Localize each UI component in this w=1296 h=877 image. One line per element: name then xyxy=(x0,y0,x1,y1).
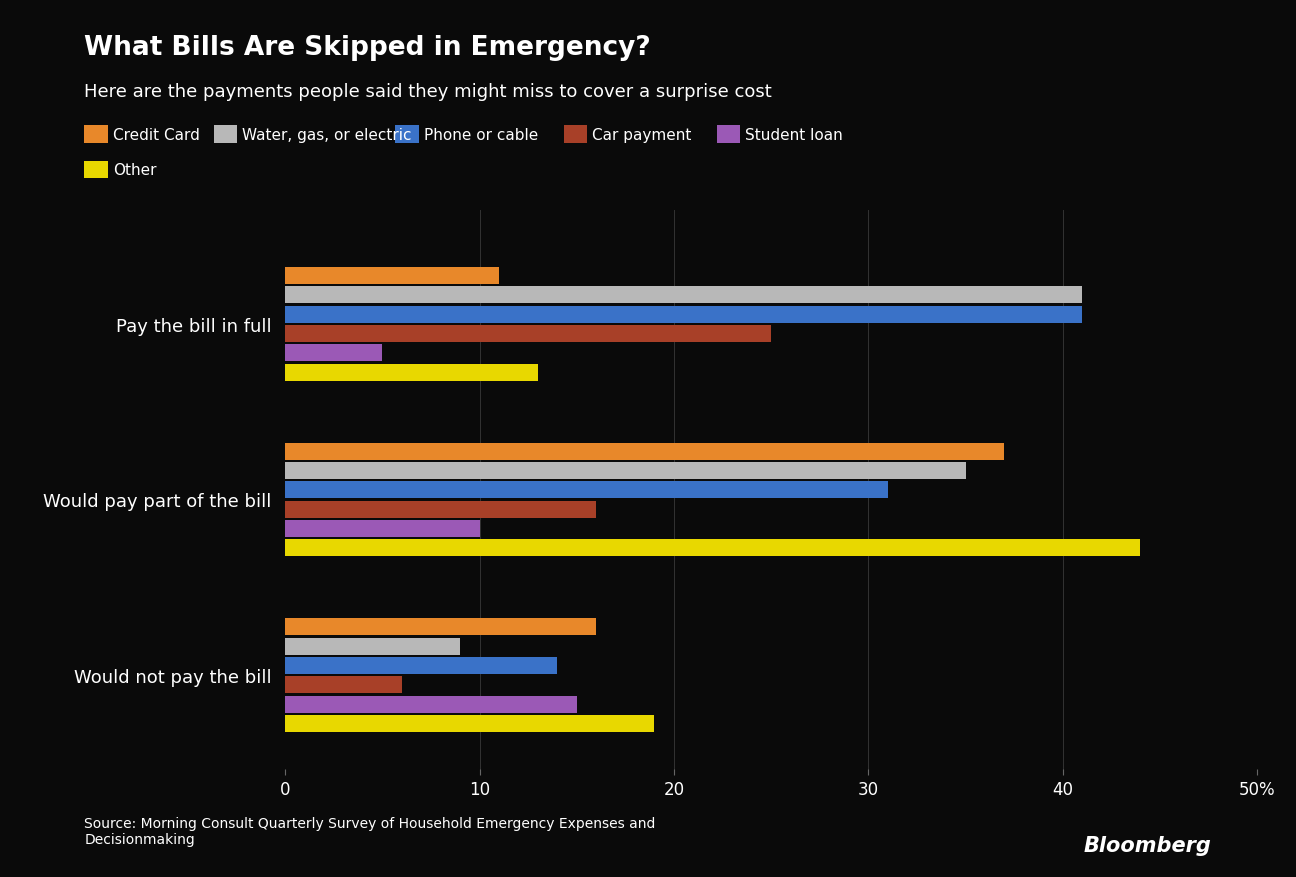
Text: Car payment: Car payment xyxy=(592,127,692,143)
Bar xyxy=(285,676,402,694)
Bar xyxy=(285,657,557,674)
Bar xyxy=(285,638,460,655)
Bar xyxy=(285,695,577,713)
Bar xyxy=(285,267,499,285)
Text: Student loan: Student loan xyxy=(745,127,842,143)
Text: Credit Card: Credit Card xyxy=(113,127,200,143)
Bar xyxy=(285,287,1082,304)
Bar xyxy=(285,462,966,480)
Bar xyxy=(285,443,1004,460)
Bar xyxy=(285,345,382,362)
Bar xyxy=(285,364,538,381)
Text: Source: Morning Consult Quarterly Survey of Household Emergency Expenses and
Dec: Source: Morning Consult Quarterly Survey… xyxy=(84,816,656,846)
Bar xyxy=(285,501,596,518)
Bar xyxy=(285,520,480,538)
Text: Water, gas, or electric: Water, gas, or electric xyxy=(242,127,412,143)
Text: Here are the payments people said they might miss to cover a surprise cost: Here are the payments people said they m… xyxy=(84,83,772,102)
Text: What Bills Are Skipped in Emergency?: What Bills Are Skipped in Emergency? xyxy=(84,35,651,61)
Bar xyxy=(285,539,1140,557)
Bar xyxy=(285,306,1082,324)
Text: Bloomberg: Bloomberg xyxy=(1083,835,1212,855)
Bar xyxy=(285,325,771,343)
Bar xyxy=(285,715,654,732)
Text: Phone or cable: Phone or cable xyxy=(424,127,538,143)
Text: Other: Other xyxy=(113,162,157,178)
Bar xyxy=(285,618,596,636)
Bar xyxy=(285,481,888,499)
